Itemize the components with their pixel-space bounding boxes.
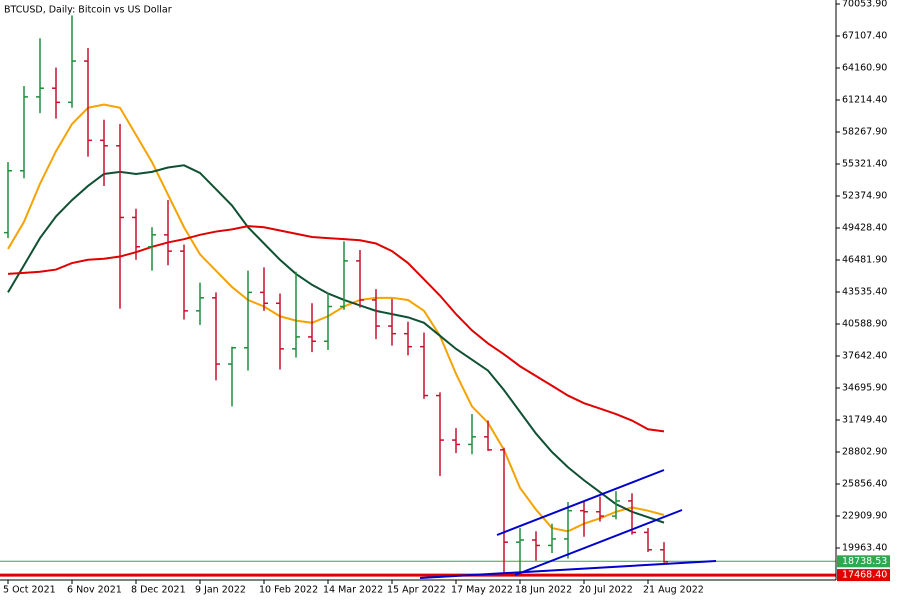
x-tick-label: 15 Apr 2022 (387, 585, 446, 596)
y-tick-label: 43535.40 (842, 287, 887, 298)
price-level-box (837, 555, 890, 568)
y-tick-label: 22909.90 (842, 511, 887, 522)
x-tick-label: 10 Feb 2022 (259, 585, 318, 596)
y-tick-label: 46481.90 (842, 255, 887, 266)
y-tick-label: 52374.90 (842, 191, 887, 202)
y-tick-label: 31749.40 (842, 415, 887, 426)
x-tick-label: 18 Jun 2022 (515, 585, 572, 596)
price-level-label: 17468.40 (842, 570, 887, 581)
y-tick-label: 40588.90 (842, 319, 887, 330)
plot-area (0, 15, 836, 577)
trend-line (496, 469, 665, 536)
y-tick-label: 25856.40 (842, 479, 887, 490)
x-tick-label: 6 Nov 2021 (67, 585, 122, 596)
x-tick-label: 17 May 2022 (451, 585, 513, 596)
y-tick-label: 34695.90 (842, 383, 887, 394)
y-tick-label: 58267.90 (842, 127, 887, 138)
moving-average (7, 103, 665, 533)
x-tick-label: 14 Mar 2022 (323, 585, 383, 596)
y-tick-label: 64160.90 (842, 62, 887, 73)
x-tick-label: 20 Jul 2022 (579, 585, 633, 596)
trend-line (514, 509, 683, 576)
price-level-box (837, 569, 890, 582)
moving-average (7, 225, 665, 433)
x-tick-label: 8 Dec 2021 (131, 585, 186, 596)
moving-average (7, 164, 665, 524)
y-tick-label: 19963.40 (842, 543, 887, 554)
trend-line (419, 560, 717, 579)
price-level-label: 18738.53 (842, 556, 887, 567)
x-tick-label: 9 Jan 2022 (195, 585, 246, 596)
y-tick-label: 28802.90 (842, 447, 887, 458)
y-tick-label: 67107.40 (842, 30, 887, 41)
y-tick-label: 61214.40 (842, 95, 887, 106)
chart-title: BTCUSD, Daily: Bitcoin vs US Dollar (4, 5, 172, 16)
x-tick-label: 5 Oct 2021 (3, 585, 56, 596)
y-tick-label: 37642.40 (842, 351, 887, 362)
y-tick-label: 70053.90 (842, 0, 887, 9)
x-tick-label: 21 Aug 2022 (643, 585, 704, 596)
y-tick-label: 49428.40 (842, 223, 887, 234)
y-tick-label: 55321.40 (842, 159, 887, 170)
